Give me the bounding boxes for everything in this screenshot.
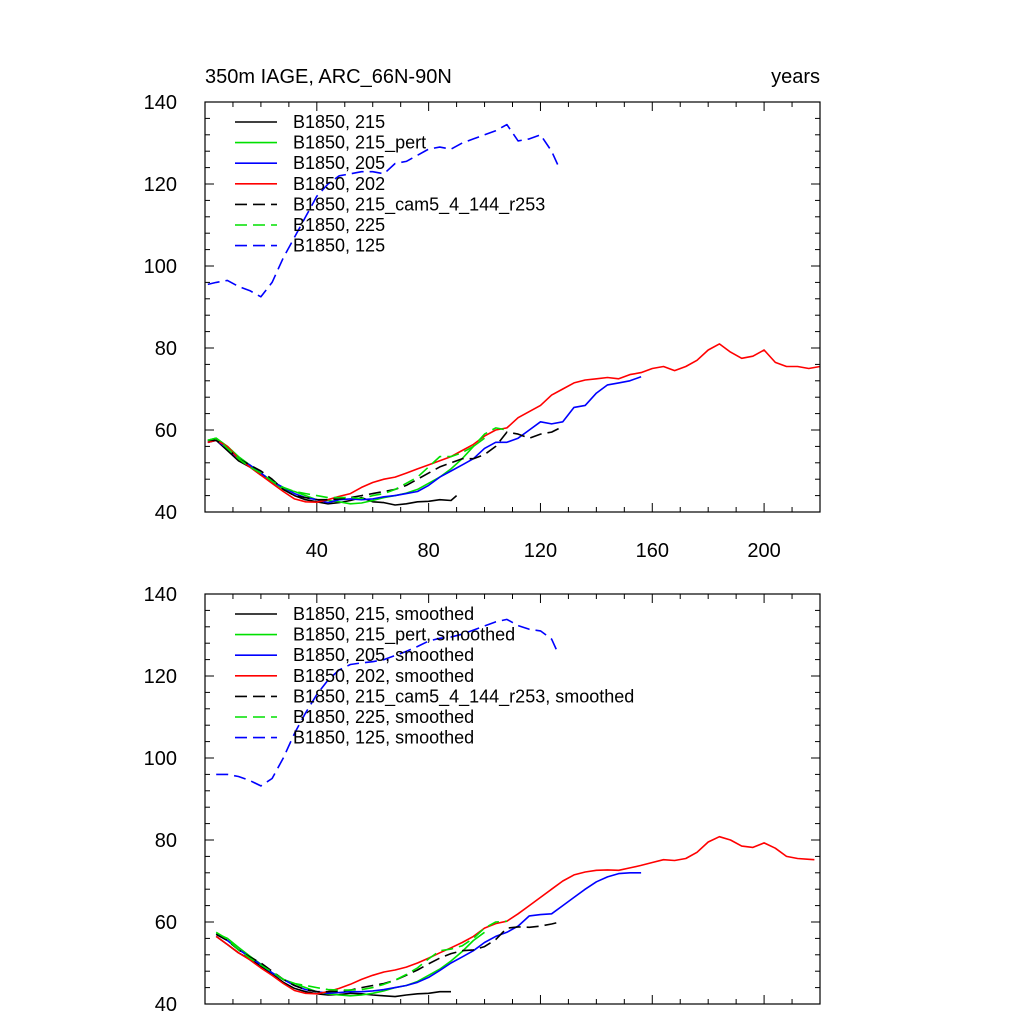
bottom-axes: 40 60 80 100 120 140 — [144, 584, 821, 1016]
top-panel-units: years — [771, 66, 820, 88]
bottom-series-b1850-205-smoothed — [215, 871, 642, 995]
top-xtick-label: 80 — [418, 540, 440, 562]
top-series-b1850-215-cam5-4-144-r253 — [207, 427, 561, 501]
bottom-legend-label: B1850, 225, smoothed — [293, 707, 474, 727]
bottom-series-b1850-125-smoothed — [216, 618, 558, 787]
top-xtick-label: 40 — [306, 540, 328, 562]
top-ytick-label: 80 — [155, 338, 177, 360]
bottom-ytick-label: 140 — [144, 584, 177, 606]
bottom-legend-label: B1850, 215_cam5_4_144_r253, smoothed — [293, 686, 634, 707]
top-legend-label: B1850, 202 — [293, 174, 385, 194]
bottom-series-b1850-202-smoothed — [215, 835, 815, 995]
top-series-b1850-125 — [207, 123, 561, 298]
top-legend-label: B1850, 225 — [293, 215, 385, 235]
bottom-plot-lines — [215, 618, 815, 998]
bottom-ytick-label: 100 — [144, 748, 177, 770]
bottom-legend-label: B1850, 215_pert, smoothed — [293, 625, 515, 646]
bottom-ytick-label: 60 — [155, 912, 177, 934]
top-panel-title: 350m IAGE, ARC_66N-90N — [205, 66, 452, 88]
bottom-legend-label: B1850, 215, smoothed — [293, 604, 474, 624]
bottom-legend-label: B1850, 205, smoothed — [293, 645, 474, 665]
top-series-b1850-225 — [207, 427, 508, 500]
top-axes: 40 60 80 100 120 140 40 80 120 160 200 — [144, 92, 821, 562]
top-xtick-label: 200 — [747, 540, 780, 562]
panel-top: 350m IAGE, ARC_66N-90N years 40 60 80 100 12… — [144, 66, 821, 562]
top-legend-label: B1850, 205 — [293, 153, 385, 173]
top-legend-label: B1850, 215 — [293, 112, 385, 132]
top-ytick-label: 100 — [144, 256, 177, 278]
top-xtick-label: 120 — [524, 540, 557, 562]
top-xtick-label: 160 — [636, 540, 669, 562]
top-legend-label: B1850, 215_cam5_4_144_r253 — [293, 194, 545, 215]
bottom-series-b1850-215-smoothed — [215, 935, 451, 998]
bottom-series-b1850-225-smoothed — [215, 920, 507, 991]
top-ytick-label: 60 — [155, 420, 177, 442]
top-legend-label: B1850, 215_pert — [293, 133, 426, 154]
bottom-legend-label: B1850, 125, smoothed — [293, 728, 474, 748]
top-ytick-label: 140 — [144, 92, 177, 114]
top-series-b1850-202 — [207, 343, 821, 504]
top-legend-label: B1850, 125 — [293, 236, 385, 256]
top-series-b1850-205 — [207, 375, 642, 504]
bottom-series-b1850-215-cam5-4-144-r253-smoothed — [215, 921, 561, 993]
top-ytick-label: 120 — [144, 174, 177, 196]
bottom-ytick-label: 80 — [155, 830, 177, 852]
bottom-legend-label: B1850, 202, smoothed — [293, 666, 474, 686]
bottom-ytick-label: 120 — [144, 666, 177, 688]
top-plot-lines — [207, 123, 821, 506]
top-series-b1850-215 — [207, 439, 458, 506]
bottom-ytick-label: 40 — [155, 994, 177, 1016]
top-ytick-label: 40 — [155, 502, 177, 524]
